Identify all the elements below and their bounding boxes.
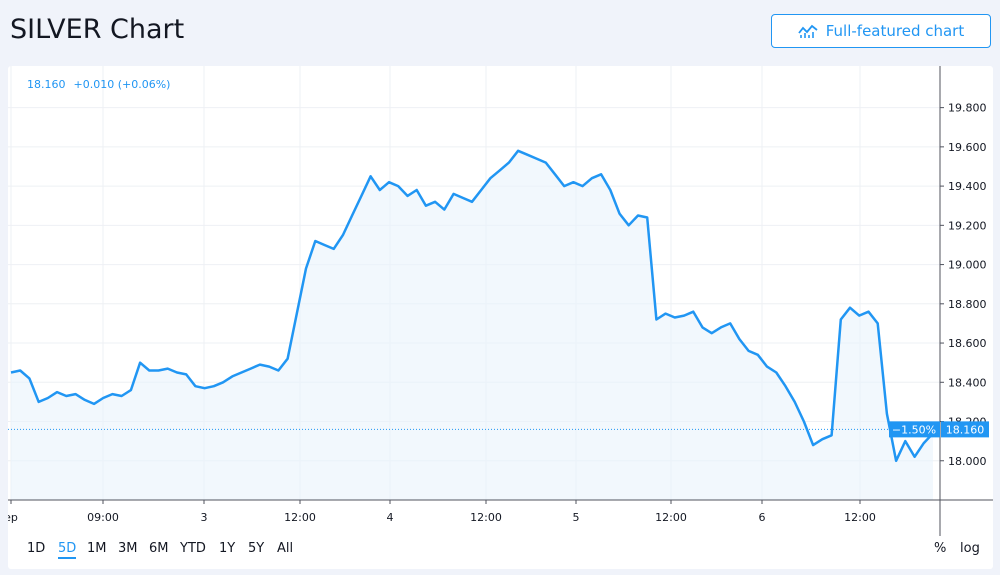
- y-tick-label: 18.000: [948, 455, 987, 468]
- range-1m-button[interactable]: 1M: [87, 541, 107, 556]
- y-tick-label: 19.400: [948, 180, 987, 193]
- x-tick-label: 12:00: [844, 511, 876, 524]
- x-tick-label: 5: [573, 511, 580, 524]
- log-scale-button[interactable]: log: [960, 541, 980, 556]
- x-tick-label: 12:00: [284, 511, 316, 524]
- percent-change-label: −1.50%: [892, 423, 936, 436]
- full-featured-chart-label: Full-featured chart: [825, 22, 965, 40]
- price-area: [11, 150, 933, 501]
- range-5y-button[interactable]: 5Y: [248, 541, 265, 556]
- last-price-label: 18.160: [946, 423, 985, 436]
- x-tick-label: 6: [759, 511, 766, 524]
- price-chart[interactable]: 19.800 19.600 19.400 19.200 19.000 18.800 18.6…: [8, 66, 993, 536]
- x-tick-label: ep: [8, 511, 18, 524]
- y-tick-label: 19.000: [948, 259, 987, 272]
- percent-scale-button[interactable]: %: [934, 541, 947, 556]
- x-tick-label: 09:00: [87, 511, 119, 524]
- legend-change: +0.010 (+0.06%): [73, 78, 171, 91]
- y-tick-label: 18.800: [948, 298, 987, 311]
- x-tick-label: 12:00: [470, 511, 502, 524]
- x-tick-label: 12:00: [655, 511, 687, 524]
- last-price-box: [941, 421, 989, 438]
- chart-line-icon: [798, 23, 818, 39]
- price-line: [10, 149, 934, 463]
- y-tick-label: 19.200: [948, 219, 987, 232]
- range-ytd-button[interactable]: YTD: [180, 541, 206, 556]
- chart-card: 19.800 19.600 19.400 19.200 19.000 18.800 18.6…: [8, 66, 993, 569]
- y-tick-label: 19.800: [948, 102, 987, 115]
- x-tick-label: 3: [201, 511, 208, 524]
- range-3m-button[interactable]: 3M: [118, 541, 138, 556]
- range-1y-button[interactable]: 1Y: [219, 541, 236, 556]
- range-toolbar: 1D 5D 1M 3M 6M YTD 1Y 5Y All % log: [8, 536, 993, 566]
- x-tick-label: 4: [387, 511, 394, 524]
- range-1d-button[interactable]: 1D: [27, 541, 46, 556]
- range-all-button[interactable]: All: [277, 541, 294, 556]
- header: SILVER Chart Full-featured chart: [0, 0, 1000, 64]
- page-title: SILVER Chart: [10, 14, 185, 45]
- legend-last: 18.160: [27, 78, 66, 91]
- y-tick-label: 19.600: [948, 141, 987, 154]
- legend: 18.160 +0.010 (+0.06%): [27, 78, 170, 91]
- percent-change-box: [889, 421, 940, 438]
- range-6m-button[interactable]: 6M: [149, 541, 169, 556]
- full-featured-chart-button[interactable]: Full-featured chart: [771, 14, 991, 48]
- y-tick-label: 18.600: [948, 337, 987, 350]
- range-5d-button[interactable]: 5D: [58, 541, 77, 559]
- y-tick-label: 18.400: [948, 376, 987, 389]
